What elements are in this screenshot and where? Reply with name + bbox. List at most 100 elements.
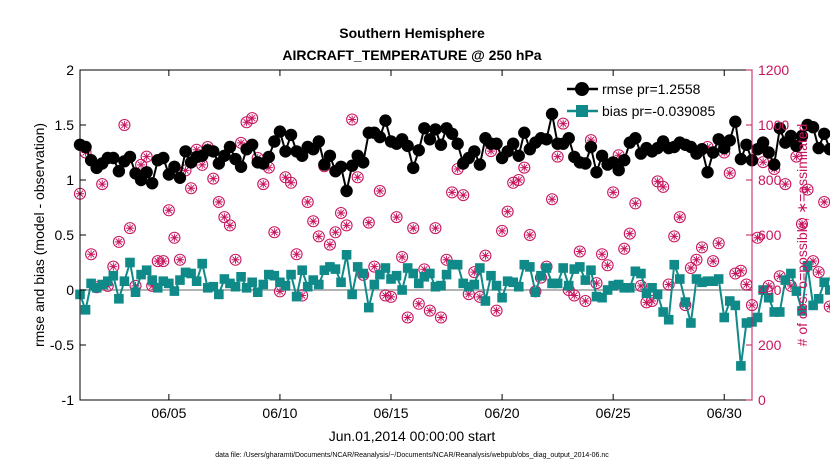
assimilated-obs-point — [548, 195, 557, 204]
assimilated-obs-point — [553, 152, 562, 161]
possible-obs-point — [590, 277, 603, 290]
assimilated-obs-point — [475, 292, 484, 301]
bias-point — [475, 263, 485, 273]
possible-obs-point — [579, 294, 592, 308]
chart-title: Southern Hemisphere — [339, 25, 485, 41]
bias-point — [408, 268, 419, 279]
possible-obs-point — [185, 182, 198, 195]
rmse-point — [473, 158, 487, 171]
legend-bias-marker — [576, 105, 588, 117]
rmse-point — [818, 127, 830, 140]
rmse-point — [157, 151, 170, 165]
bias-point — [675, 274, 685, 284]
possible-obs-point — [284, 176, 298, 189]
bias-point — [702, 276, 713, 286]
assimilated-obs-point — [192, 145, 201, 154]
bias-point — [341, 250, 352, 260]
possible-obs-point — [434, 311, 448, 324]
assimilated-obs-point — [270, 228, 279, 237]
y-tick-label-left: 0.5 — [55, 227, 75, 243]
legend-rmse-label: rmse pr=1.2558 — [602, 81, 701, 97]
possible-obs-point — [546, 193, 559, 206]
bias-point — [152, 283, 163, 293]
possible-obs-point — [96, 178, 109, 191]
rmse-point — [823, 143, 830, 156]
possible-obs-point — [407, 222, 420, 235]
assimilated-obs-point — [581, 297, 590, 305]
assimilated-obs-point — [353, 173, 362, 182]
rmse-point — [451, 137, 464, 150]
legend: rmse pr=1.2558 bias pr=-0.039085 — [567, 81, 715, 119]
assimilated-obs-point — [303, 198, 312, 206]
assimilated-obs-point — [575, 247, 584, 256]
assimilated-obs-point — [609, 188, 618, 197]
bias-point — [241, 283, 252, 293]
rmse-point — [334, 160, 348, 173]
bias-point — [458, 278, 469, 289]
bias-point — [730, 300, 741, 311]
bias-point — [119, 276, 130, 286]
assimilated-obs-point — [820, 198, 829, 206]
possible-obs-point — [429, 222, 442, 235]
assimilated-obs-point — [675, 213, 684, 222]
assimilated-obs-point — [648, 297, 657, 305]
rmse-point — [756, 136, 770, 149]
y-tick-label-right: 1200 — [758, 62, 789, 78]
bias-series — [75, 250, 830, 371]
bias-point — [247, 277, 257, 288]
possible-obs-point — [140, 150, 153, 163]
y-tick-label-right: 1000 — [758, 117, 789, 133]
assimilated-obs-point — [492, 306, 501, 315]
bias-point — [586, 265, 596, 275]
bias-point — [158, 276, 169, 286]
assimilated-obs-point — [348, 115, 357, 124]
assimilated-obs-point — [464, 290, 473, 299]
bias-point — [602, 285, 613, 295]
bias-point — [686, 318, 696, 328]
assimilated-obs-point — [164, 206, 173, 215]
assimilated-obs-point — [198, 160, 207, 169]
assimilated-obs-point — [664, 280, 673, 289]
assimilated-obs-point — [503, 207, 512, 216]
rmse-point — [790, 139, 803, 153]
possible-obs-point — [634, 279, 647, 292]
assimilated-obs-point — [686, 264, 695, 272]
assimilated-obs-point — [570, 291, 579, 300]
assimilated-obs-point — [98, 180, 107, 189]
bias-point — [736, 361, 746, 371]
assimilated-obs-point — [125, 224, 134, 233]
assimilated-obs-point — [775, 272, 784, 281]
bias-point — [275, 277, 285, 288]
possible-obs-point — [490, 304, 503, 317]
assimilated-obs-point — [87, 250, 96, 259]
rmse-point — [223, 140, 237, 154]
bias-point — [391, 270, 402, 281]
assimilated-obs-point — [398, 253, 407, 261]
bias-point — [202, 283, 213, 293]
bias-point — [358, 268, 369, 279]
bias-point — [225, 278, 235, 289]
assimilated-obs-point — [514, 176, 523, 184]
assimilated-obs-point — [525, 231, 534, 239]
rmse-point — [723, 134, 736, 147]
assimilated-obs-point — [692, 255, 701, 264]
assimilated-obs-point — [509, 178, 518, 187]
rmse-point — [712, 133, 725, 146]
possible-obs-point — [312, 230, 325, 243]
bias-point — [724, 296, 735, 306]
bias-point — [802, 261, 813, 271]
assimilated-obs-point — [431, 224, 440, 233]
bias-point — [797, 306, 807, 316]
assimilated-obs-point — [314, 232, 323, 241]
assimilated-obs-point — [131, 281, 140, 290]
bias-point — [269, 270, 280, 281]
possible-obs-point — [779, 178, 792, 191]
rmse-point — [234, 160, 248, 173]
assimilated-obs-point — [559, 119, 568, 128]
assimilated-obs-point — [636, 281, 645, 290]
assimilated-obs-point — [403, 313, 412, 322]
rmse-point — [207, 145, 220, 158]
assimilated-obs-point — [453, 165, 462, 173]
rmse-point — [423, 133, 437, 146]
